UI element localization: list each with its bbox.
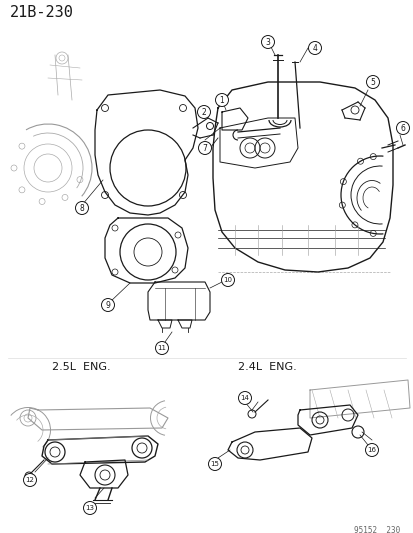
Circle shape [221,273,234,287]
Circle shape [198,141,211,155]
Circle shape [24,473,36,487]
Text: 16: 16 [367,447,375,453]
Text: 12: 12 [26,477,34,483]
Text: 8: 8 [79,204,84,213]
Text: 14: 14 [240,395,249,401]
Circle shape [101,298,114,311]
Circle shape [366,76,379,88]
Text: 4: 4 [312,44,317,52]
Circle shape [83,502,96,514]
Text: 11: 11 [157,345,166,351]
Circle shape [197,106,210,118]
Text: 10: 10 [223,277,232,283]
Text: 5: 5 [370,77,375,86]
Text: 15: 15 [210,461,219,467]
Circle shape [238,392,251,405]
Text: 2: 2 [201,108,206,117]
Circle shape [365,443,377,456]
Circle shape [155,342,168,354]
Circle shape [215,93,228,107]
Text: 2.5L  ENG.: 2.5L ENG. [52,362,110,372]
Text: 95152  230: 95152 230 [353,526,399,533]
Circle shape [261,36,274,49]
Text: 7: 7 [202,143,207,152]
Text: 1: 1 [219,95,224,104]
Text: 9: 9 [105,301,110,310]
Text: 6: 6 [400,124,404,133]
Text: 2.4L  ENG.: 2.4L ENG. [237,362,296,372]
Circle shape [396,122,408,134]
Text: 21B-230: 21B-230 [10,5,74,20]
Text: 13: 13 [85,505,94,511]
Text: 3: 3 [265,37,270,46]
Circle shape [75,201,88,214]
Circle shape [208,457,221,471]
Circle shape [308,42,321,54]
